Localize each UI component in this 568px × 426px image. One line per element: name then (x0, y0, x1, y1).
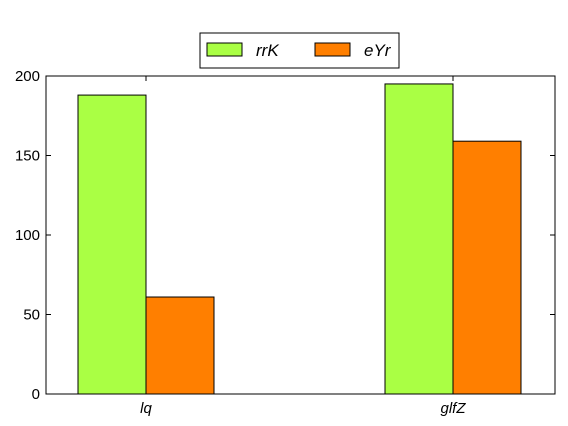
x-tick-label: lq (140, 400, 152, 417)
bar-eyr-lq (145, 296, 215, 395)
bars-group (77, 83, 522, 395)
y-tick-label: 150 (15, 148, 40, 165)
x-axis: lq glfZ (140, 76, 466, 417)
legend-label-rrk: rrK (256, 41, 279, 60)
bar-rrk-glfz (384, 83, 454, 395)
legend: rrK eYr (199, 32, 400, 69)
y-tick-label: 50 (23, 307, 40, 324)
legend-swatch-rrk (206, 42, 243, 57)
y-tick-label: 0 (32, 386, 40, 403)
x-tick-label: glfZ (440, 400, 466, 417)
legend-label-eyr: eYr (364, 41, 392, 60)
bar-rrk-lq (77, 94, 147, 395)
bar-eyr-glfz (452, 140, 522, 395)
y-tick-label: 100 (15, 227, 40, 244)
y-tick-label: 200 (15, 68, 40, 85)
legend-swatch-eyr (314, 42, 351, 57)
y-axis: 0 50 100 150 200 (15, 68, 555, 403)
